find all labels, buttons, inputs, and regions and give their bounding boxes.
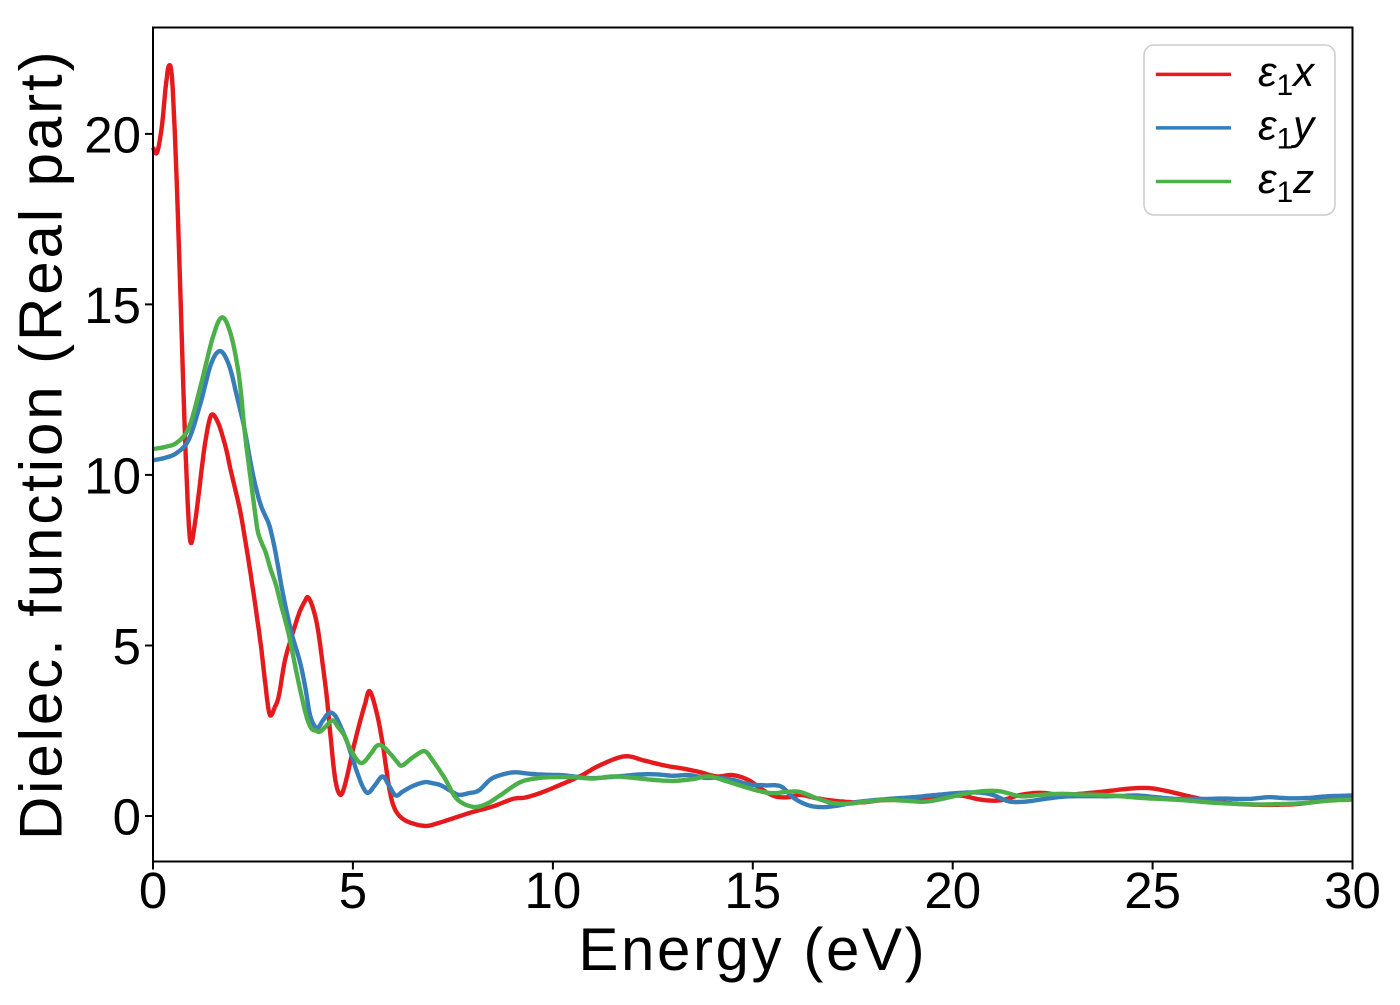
svg-text:20: 20 bbox=[84, 106, 141, 163]
svg-text:ε1y: ε1y bbox=[1258, 102, 1317, 156]
svg-text:15: 15 bbox=[84, 277, 141, 334]
svg-text:5: 5 bbox=[339, 862, 367, 919]
svg-text:10: 10 bbox=[525, 862, 582, 919]
svg-text:0: 0 bbox=[113, 789, 141, 846]
svg-text:ε1z: ε1z bbox=[1258, 155, 1314, 209]
svg-text:0: 0 bbox=[139, 862, 167, 919]
svg-text:30: 30 bbox=[1324, 862, 1381, 919]
svg-text:20: 20 bbox=[924, 862, 981, 919]
svg-text:15: 15 bbox=[724, 862, 781, 919]
svg-text:ε1x: ε1x bbox=[1258, 48, 1316, 102]
svg-text:Energy (eV): Energy (eV) bbox=[578, 916, 927, 983]
svg-text:10: 10 bbox=[84, 447, 141, 504]
svg-text:Dielec. function (Real part): Dielec. function (Real part) bbox=[8, 49, 75, 841]
svg-text:5: 5 bbox=[113, 618, 141, 675]
svg-text:25: 25 bbox=[1124, 862, 1181, 919]
